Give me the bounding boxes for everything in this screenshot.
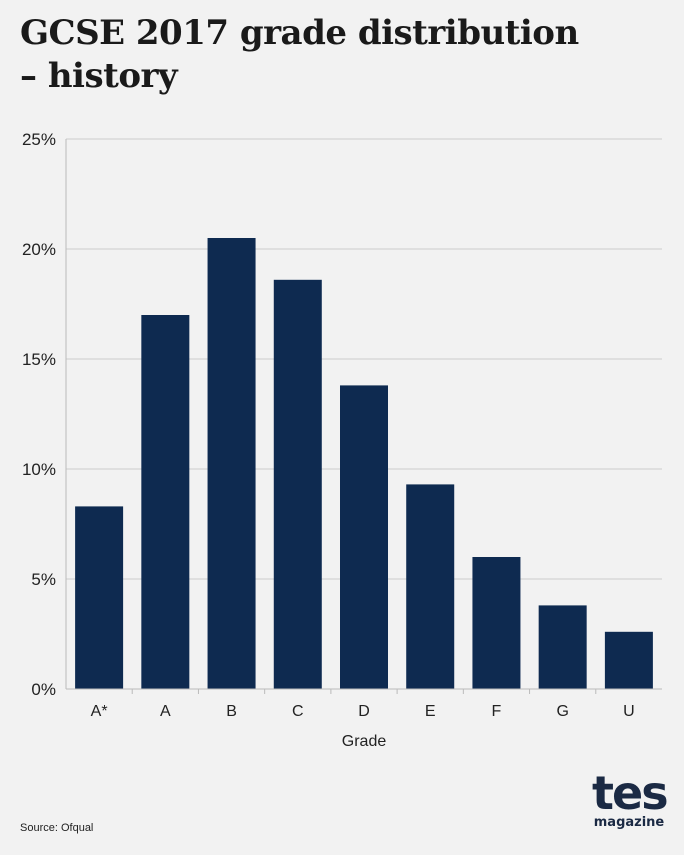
- x-tick-label: B: [226, 703, 237, 720]
- x-tick-label: G: [556, 703, 568, 720]
- chart-title: GCSE 2017 grade distribution – history: [20, 12, 660, 98]
- y-tick-label: 15%: [22, 350, 56, 369]
- logo-subtitle: magazine: [593, 815, 665, 830]
- axes: [65, 139, 662, 694]
- bar: [406, 484, 455, 689]
- x-axis-title: Grade: [342, 733, 387, 750]
- x-tick-label: U: [623, 703, 635, 720]
- bars: [75, 238, 653, 689]
- tes-magazine-logo: tes magazine: [592, 766, 669, 830]
- bar: [340, 385, 388, 689]
- bar: [141, 315, 190, 689]
- bar: [75, 506, 124, 689]
- bar: [538, 605, 587, 689]
- bar-chart: 0% 5% 10% 15% 20% 25% A* A B C D E F G U Grade: [22, 130, 662, 750]
- bar: [604, 631, 653, 689]
- y-tick-label: 5%: [31, 570, 56, 589]
- bar: [472, 557, 521, 689]
- x-tick-label: D: [358, 703, 370, 720]
- x-tick-label: F: [492, 703, 502, 720]
- y-tick-label: 25%: [22, 130, 56, 149]
- x-tick-label: A: [160, 703, 171, 720]
- y-tick-label: 20%: [22, 240, 56, 259]
- y-tick-label: 0%: [31, 680, 56, 699]
- chart-title-line-2: – history: [20, 56, 178, 96]
- x-tick-label: E: [425, 703, 436, 720]
- source-note: Source: Ofqual: [20, 822, 94, 834]
- logo-wordmark: tes: [592, 766, 669, 820]
- labels: 0% 5% 10% 15% 20% 25% A* A B C D E F G U: [22, 130, 635, 720]
- chart-title-line-1: GCSE 2017 grade distribution: [20, 13, 579, 53]
- y-tick-label: 10%: [22, 460, 56, 479]
- x-tick-label: A*: [91, 703, 108, 720]
- bar: [273, 279, 322, 689]
- bar: [207, 238, 256, 689]
- x-tick-label: C: [292, 703, 304, 720]
